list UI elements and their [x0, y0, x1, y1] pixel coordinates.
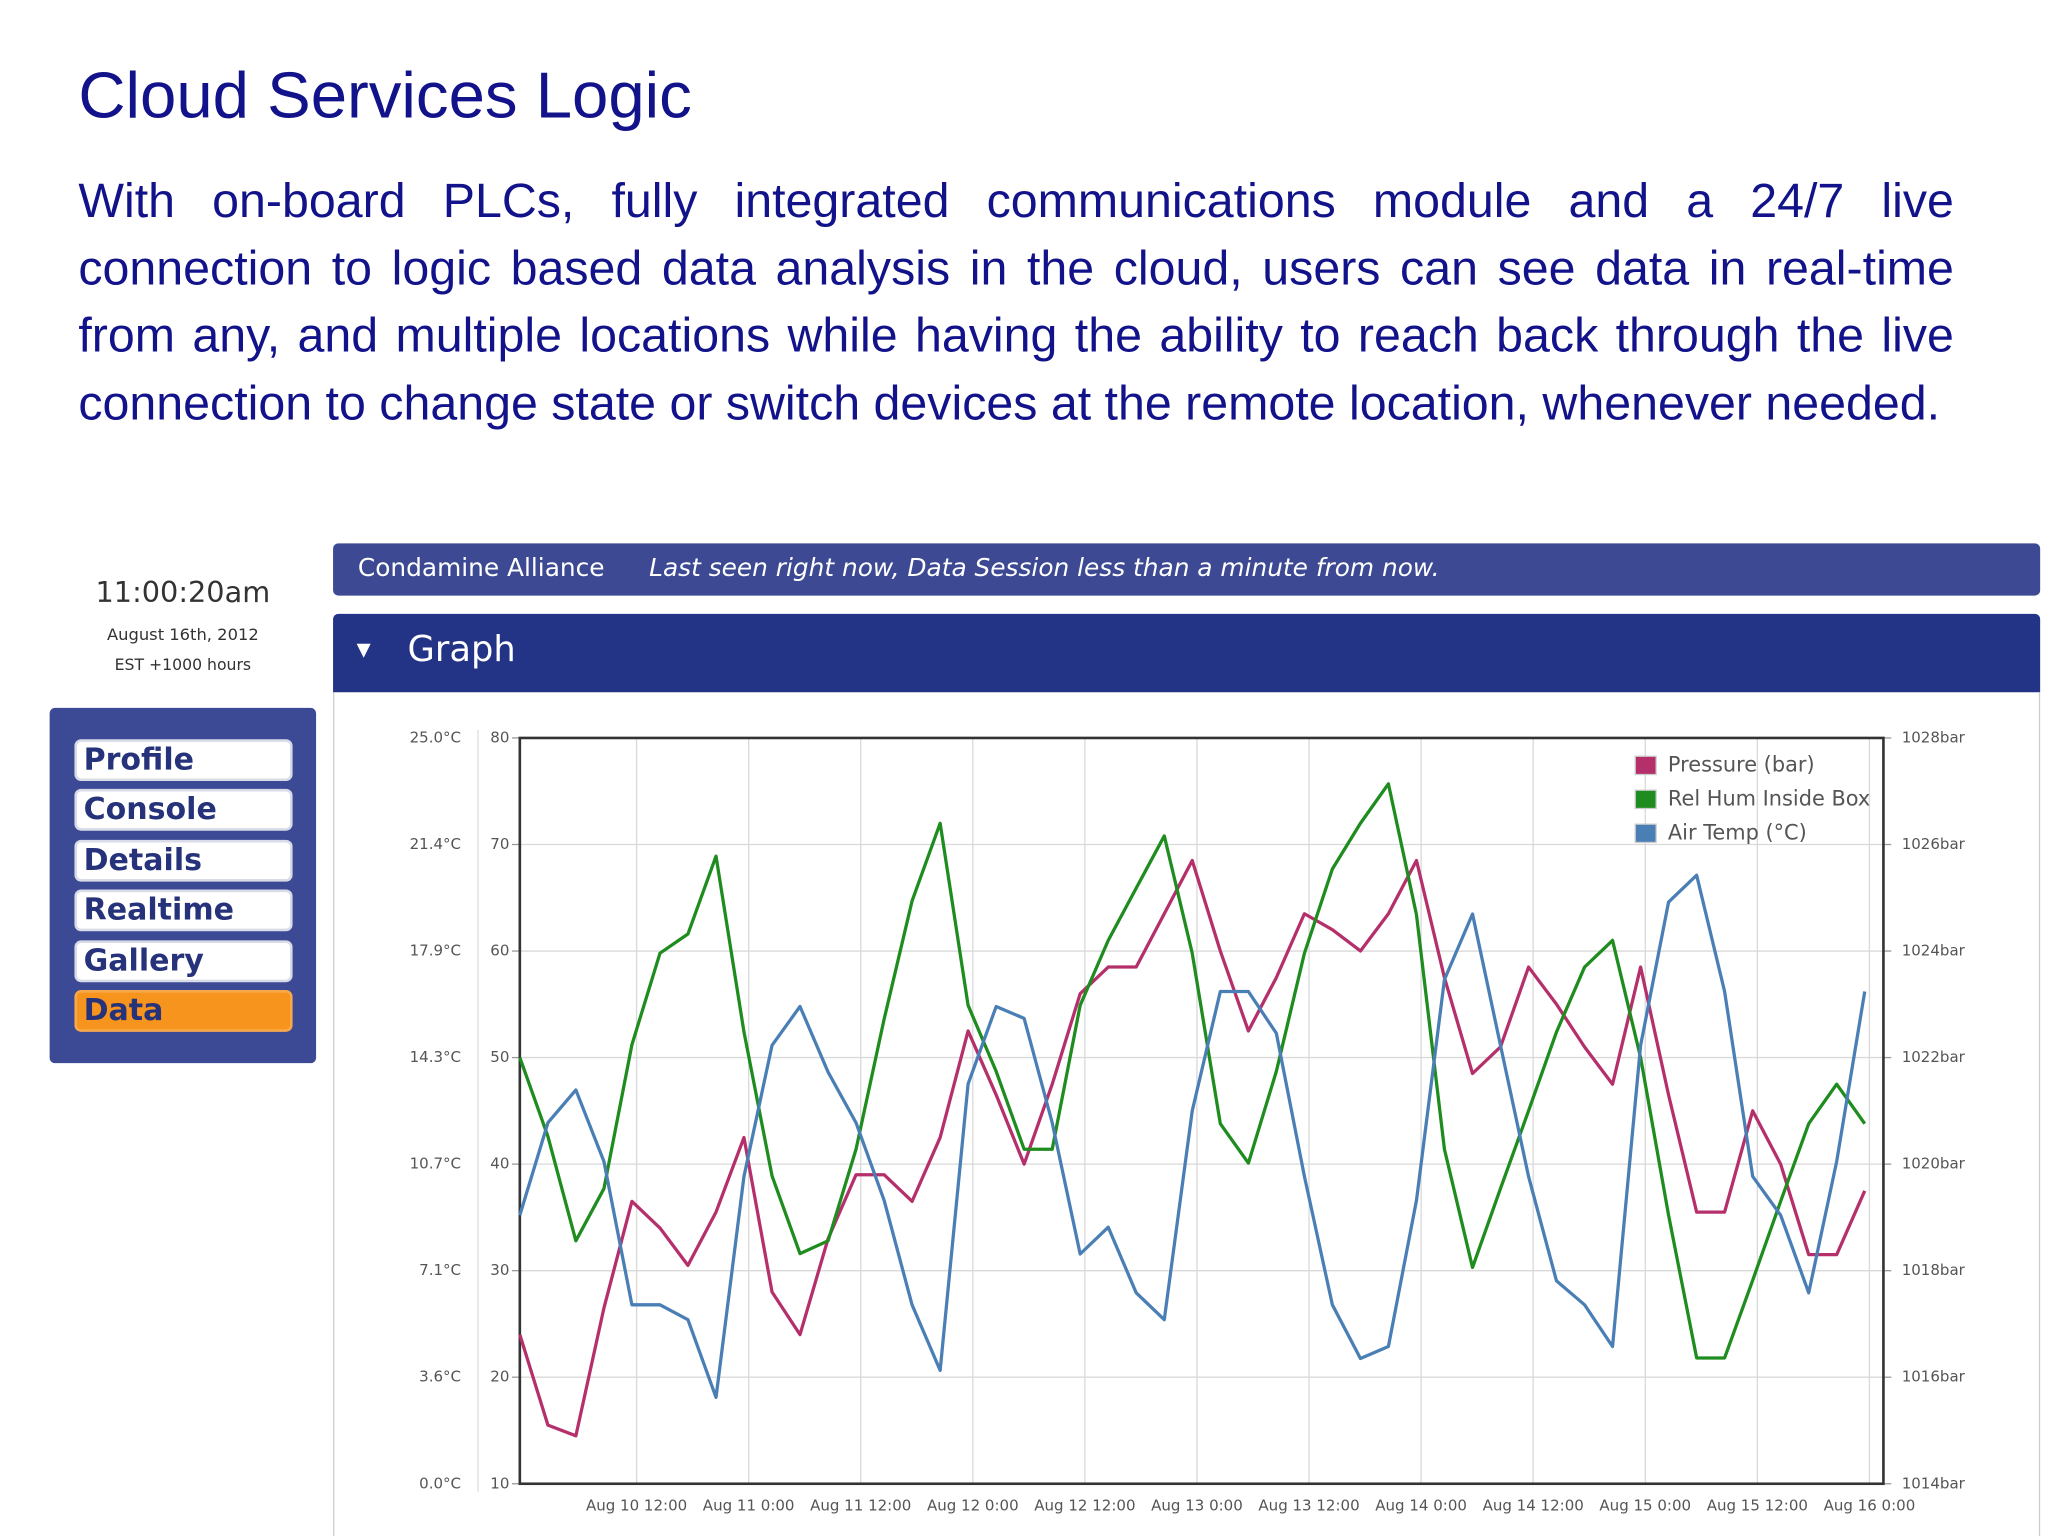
series-line [518, 858, 1867, 1438]
status-bar: Condamine Alliance Last seen right now, … [333, 543, 2041, 596]
x-tick-label: Aug 11 12:00 [810, 1496, 911, 1514]
y2-tick-label: 1024bar [1902, 942, 1966, 960]
slide-title: Cloud Services Logic [78, 58, 692, 132]
nav-button[interactable]: Details [74, 839, 293, 882]
y2-tick-label: 1026bar [1902, 835, 1966, 853]
x-tick-label: Aug 13 12:00 [1258, 1496, 1359, 1514]
y3-tick-label: 40 [490, 1155, 509, 1173]
x-tick-label: Aug 14 0:00 [1375, 1496, 1467, 1514]
nav-button[interactable]: Console [74, 789, 293, 832]
nav-button[interactable]: Realtime [74, 889, 293, 932]
legend-label: Pressure (bar) [1668, 752, 1815, 776]
x-tick-label: Aug 14 12:00 [1483, 1496, 1584, 1514]
nav-button[interactable]: Data [74, 990, 293, 1032]
clock-time: 11:00:20am [95, 577, 271, 610]
x-tick-label: Aug 11 0:00 [703, 1496, 795, 1514]
plot-frame [518, 736, 1885, 1486]
nav-button[interactable]: Profile [74, 739, 293, 782]
y-tick-label: 10.7°C [410, 1155, 461, 1173]
y2-tick-label: 1020bar [1902, 1155, 1966, 1173]
site-name: Condamine Alliance [357, 553, 605, 583]
panel-header[interactable]: ▼ Graph [333, 613, 2041, 693]
y2-tick-label: 1028bar [1902, 728, 1966, 746]
y-tick-label: 21.4°C [410, 835, 461, 853]
y3-tick-label: 80 [490, 728, 509, 746]
collapse-caret[interactable]: ▼ [356, 639, 371, 661]
panel-title: Graph [407, 629, 516, 671]
y2-tick-label: 1014bar [1902, 1474, 1966, 1492]
nav-menu: Profile Console Details Realtime Gallery Data [49, 707, 317, 1064]
series-line [518, 873, 1867, 1399]
x-tick-label: Aug 15 12:00 [1707, 1496, 1808, 1514]
y-tick-label: 3.6°C [419, 1368, 461, 1386]
panel-body [333, 692, 2041, 1536]
y3-tick-label: 60 [490, 942, 509, 960]
legend-swatch [1634, 789, 1657, 810]
y-tick-label: 17.9°C [410, 942, 461, 960]
y-tick-label: 14.3°C [410, 1048, 461, 1066]
status-text: Last seen right now, Data Session less t… [649, 553, 1440, 583]
legend-swatch [1634, 755, 1657, 776]
x-tick-label: Aug 12 0:00 [927, 1496, 1019, 1514]
y3-tick-label: 50 [490, 1048, 509, 1066]
legend-swatch [1634, 823, 1657, 844]
legend-label: Rel Hum Inside Box [1668, 786, 1870, 810]
y-tick-label: 25.0°C [410, 728, 461, 746]
y2-tick-label: 1018bar [1902, 1261, 1966, 1279]
y2-tick-label: 1022bar [1902, 1048, 1966, 1066]
x-tick-label: Aug 12 12:00 [1034, 1496, 1135, 1514]
y-tick-label: 7.1°C [419, 1261, 461, 1279]
clock-date: August 16th, 2012 [106, 624, 259, 644]
y3-tick-label: 10 [490, 1474, 509, 1492]
x-tick-label: Aug 15 0:00 [1599, 1496, 1691, 1514]
y3-tick-label: 70 [490, 835, 509, 853]
y3-tick-label: 20 [490, 1368, 509, 1386]
y-tick-label: 0.0°C [419, 1474, 461, 1492]
x-tick-label: Aug 16 0:00 [1824, 1496, 1916, 1514]
x-tick-label: Aug 10 12:00 [586, 1496, 687, 1514]
y3-tick-label: 30 [490, 1261, 509, 1279]
x-tick-label: Aug 13 0:00 [1151, 1496, 1243, 1514]
clock-timezone: EST +1000 hours [114, 655, 252, 674]
slide-paragraph: With on-board PLCs, fully integrated com… [78, 173, 1954, 430]
nav-button[interactable]: Gallery [74, 939, 293, 982]
y2-tick-label: 1016bar [1902, 1368, 1966, 1386]
legend-label: Air Temp (°C) [1668, 820, 1807, 844]
